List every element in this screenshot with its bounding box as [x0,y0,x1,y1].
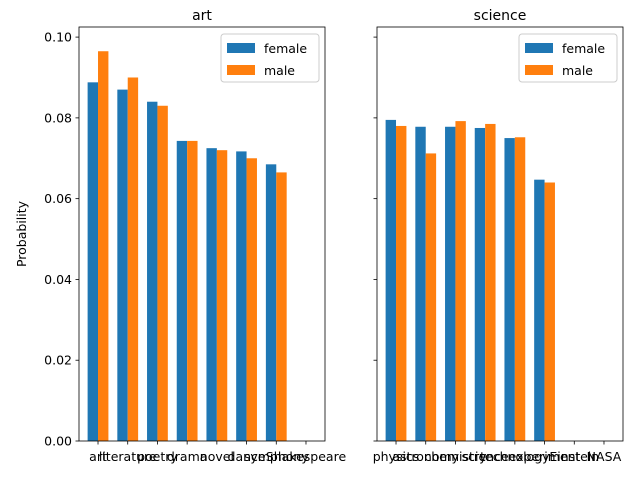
bar-male-science [485,123,496,441]
chart-title: science [474,8,527,24]
y-tick-label: 0.06 [44,191,72,206]
bar-female-technology [504,138,515,441]
x-tick-label-symphony: symphony [244,449,310,464]
x-tick-label-shakespeare: Shakespeare [266,449,347,464]
bar-male-experiment [544,182,555,441]
bar-female-drama [176,140,188,441]
bar-male-chemistry [455,121,466,442]
bar-male-art [98,51,109,442]
x-tick-label-poetry: poetry [137,449,178,464]
x-tick-label-dance: dance [228,449,266,464]
chart-title: art [192,8,212,24]
legend: female male [220,33,320,83]
bar-female-symphony [265,164,277,441]
x-tick-label-drama: drama [167,449,208,464]
bar-female-dance [236,151,247,441]
x-tick-label-astronomy: astronomy [392,449,459,464]
x-tick-label-novel: novel [200,449,234,464]
x-tick-label-experiment: experiment [509,449,581,464]
y-tick-label: 0.02 [44,353,72,368]
bar-female-novel [206,148,217,442]
bar-male-novel [216,150,228,441]
legend-swatch-female [525,43,553,53]
x-tick-label-chemistry: chemistry [424,449,487,464]
x-tick-label-physics: physics [373,449,420,464]
legend-swatch-male [525,65,553,75]
bar-female-literature [117,89,128,441]
bar-male-dance [246,158,257,441]
panel-art: artartliteraturepoetrydramanoveldancesym… [14,8,346,464]
bar-female-art [87,82,99,442]
y-tick-label: 0.08 [44,110,72,125]
bar-male-poetry [157,105,168,441]
bar-male-astronomy [425,153,437,442]
x-tick-label-literature: literature [99,449,157,464]
legend-swatch-female [227,43,255,53]
bar-male-symphony [276,172,287,441]
x-tick-label-technology: technology [480,449,550,464]
legend-swatch-male [227,65,255,75]
bar-female-science [474,127,486,441]
y-tick-label: 0.00 [44,434,72,449]
x-tick-label-science: science [462,449,509,464]
y-axis-label: Probability [14,200,29,267]
x-tick-label-art: art [89,449,107,464]
axes-frame [78,26,326,442]
axes-frame [376,26,624,442]
bar-female-astronomy [415,126,426,441]
legend: female male [518,33,618,83]
legend-label-female: female [562,41,605,56]
y-tick-label: 0.10 [44,30,72,45]
legend-label-male: male [264,63,295,78]
x-tick-label-nasa: NASA [587,449,622,464]
bar-male-physics [396,125,407,441]
bar-female-chemistry [445,126,456,441]
bar-male-literature [127,77,139,442]
bar-female-experiment [534,179,545,442]
bar-male-technology [514,137,526,441]
legend-label-male: male [562,63,593,78]
bar-female-poetry [147,101,158,441]
x-tick-label-einstein: Einstein [549,449,599,464]
y-tick-label: 0.04 [44,272,72,287]
panel-science: sciencephysicsastronomychemistrysciencet… [373,8,624,464]
bar-female-physics [385,119,397,442]
bar-male-drama [187,140,198,441]
legend-label-female: female [264,41,307,56]
